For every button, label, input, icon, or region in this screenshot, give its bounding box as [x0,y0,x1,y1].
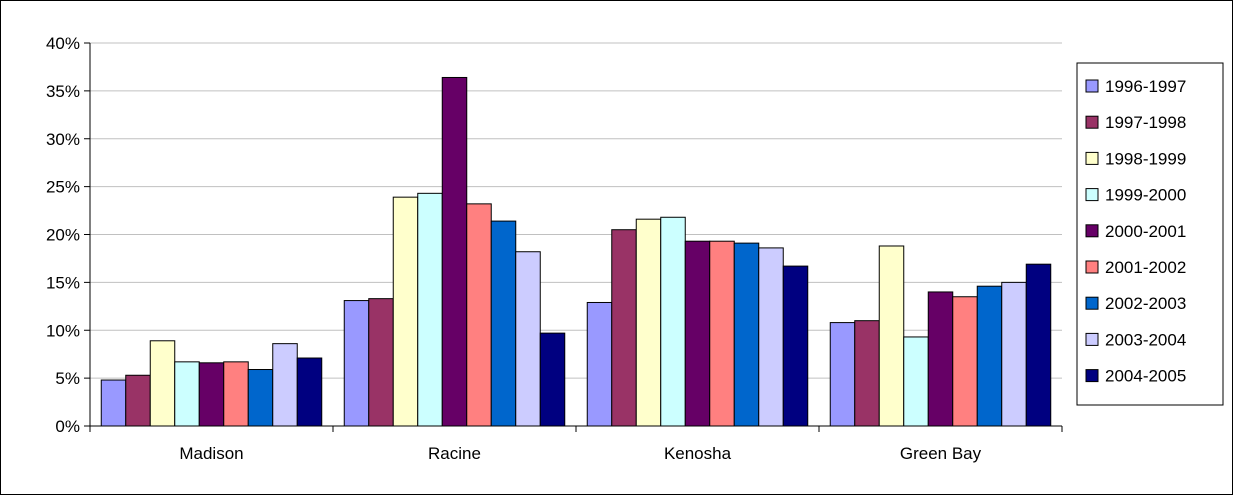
bar [903,336,929,427]
bar [782,265,809,427]
y-tick-label: 5% [55,369,80,388]
bar [490,220,517,427]
legend-label: 2003-2004 [1105,330,1186,349]
bar [368,298,394,427]
legend-swatch [1085,115,1099,129]
bar [441,76,468,427]
bar [417,192,443,427]
bar [539,332,566,427]
legend-box [1076,62,1224,406]
bar [684,240,711,427]
legend-label: 2001-2002 [1105,258,1186,277]
legend-label: 2000-2001 [1105,222,1186,241]
bar [100,379,127,427]
legend-label: 2004-2005 [1105,367,1186,386]
bar [758,247,784,427]
y-tick-label: 15% [46,273,80,292]
bar [586,301,613,427]
legend-swatch [1085,260,1099,274]
bar [392,196,419,427]
x-tick-label: Kenosha [664,444,732,463]
y-tick-label: 25% [46,178,80,197]
y-tick-label: 30% [46,130,80,149]
bar [952,296,978,427]
bar [709,240,735,427]
bars [100,76,1052,427]
bar [611,229,637,427]
bar [829,322,856,427]
bar [174,361,200,427]
bar [272,343,298,427]
bar [635,218,662,427]
bar [247,369,274,427]
bar [198,362,225,427]
x-tick-label: Green Bay [900,444,982,463]
bar [1001,281,1027,427]
bar [125,374,151,427]
bar [878,245,905,427]
legend-swatch [1085,188,1099,202]
y-tick-label: 0% [55,417,80,436]
legend-swatch [1085,296,1099,310]
bar [296,357,323,427]
bar [733,242,760,427]
bar [976,285,1003,427]
axis-labels: 0% 5% 10% 15% 20% 25% 30% 35% 40% Madison Racine Ke… [46,34,982,463]
legend-label: 1997-1998 [1105,113,1186,132]
legend-swatch [1085,79,1099,93]
legend-label: 2002-2003 [1105,294,1186,313]
bar [660,216,686,427]
bar [515,251,541,427]
legend-swatch [1085,224,1099,238]
bar [1025,263,1052,427]
legend-label: 1996-1997 [1105,77,1186,96]
legend-swatch [1085,369,1099,383]
bar [466,203,492,427]
bar [927,291,954,427]
y-tick-label: 35% [46,82,80,101]
y-tick-label: 10% [46,321,80,340]
bar [223,361,249,427]
x-tick-label: Madison [179,444,243,463]
legend-swatch [1085,151,1099,165]
y-tick-label: 40% [46,34,80,53]
legend-label: 1999-2000 [1105,186,1186,205]
x-tick-label: Racine [428,444,481,463]
bar [343,300,370,427]
legend-swatch [1085,332,1099,346]
legend: 1996-1997 1997-1998 1998-1999 1999-2000 2000… [1076,62,1224,406]
bar [149,340,176,427]
y-tick-label: 20% [46,226,80,245]
legend-label: 1998-1999 [1105,149,1186,168]
bar [854,320,880,427]
